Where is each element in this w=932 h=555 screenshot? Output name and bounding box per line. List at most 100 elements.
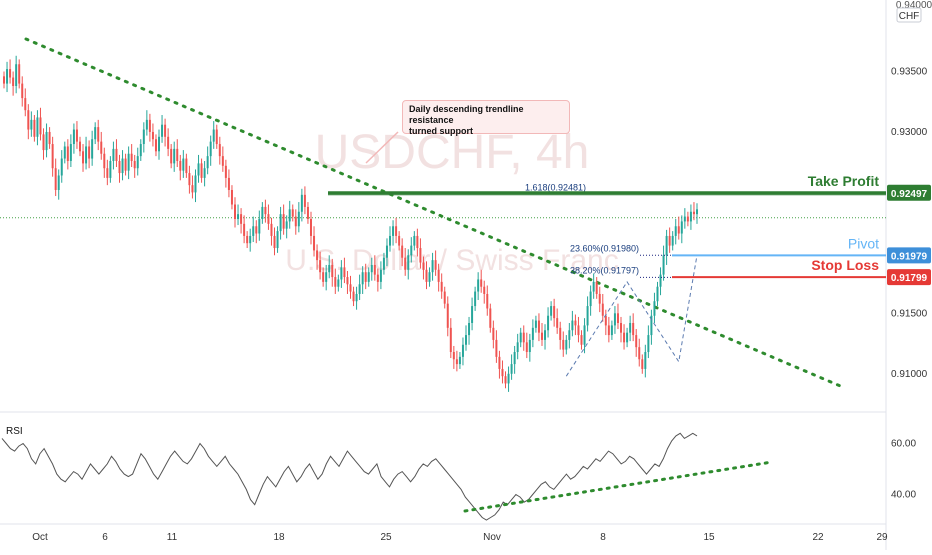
candle-body: [328, 264, 331, 273]
level-label: Pivot: [848, 235, 879, 251]
candle-body: [413, 235, 416, 246]
candle-body: [519, 332, 522, 343]
candle-body: [471, 306, 474, 323]
candle-body: [407, 255, 410, 270]
candle-body: [379, 269, 382, 282]
time-tick-label: 22: [812, 532, 824, 543]
candle-body: [252, 226, 255, 236]
candle-body: [385, 245, 388, 258]
candle-body: [696, 209, 698, 215]
candle-body: [346, 277, 349, 285]
level-price-text: 0.91799: [891, 273, 928, 284]
candle-body: [36, 117, 39, 137]
candle-body: [48, 131, 51, 145]
candle-body: [176, 148, 179, 161]
candle-body: [352, 291, 355, 302]
price-levels: Take Profit 0.92497 Pivot 0.91979 Stop Loss 0…: [328, 173, 931, 286]
candle-body: [562, 339, 565, 350]
candle-body: [255, 226, 258, 234]
candle-body: [209, 141, 212, 157]
top-price-partial: 0.94000: [896, 0, 932, 11]
candle-body: [197, 163, 200, 176]
candle-body: [522, 332, 525, 343]
candle-body: [547, 315, 550, 331]
time-tick-label: 15: [703, 532, 715, 543]
candle-body: [230, 189, 233, 205]
candle-body: [127, 153, 130, 171]
candle-body: [468, 322, 471, 336]
candle-body: [586, 306, 589, 326]
time-tick-label: Nov: [483, 532, 501, 543]
candle-body: [100, 141, 103, 154]
candle-body: [665, 235, 668, 256]
candle-body: [443, 291, 446, 304]
candle-body: [410, 245, 413, 256]
candle-body: [42, 134, 45, 151]
candle-body: [571, 320, 574, 331]
candle-body: [85, 146, 88, 164]
candle-body: [75, 129, 78, 142]
candle-body: [544, 330, 547, 340]
candle-body: [492, 327, 495, 340]
candle-body: [501, 368, 504, 377]
candle-body: [483, 286, 486, 294]
candle-body: [124, 158, 127, 171]
candle-body: [297, 211, 300, 227]
candle-body: [574, 320, 577, 326]
candle-body: [337, 279, 340, 287]
time-tick-label: 11: [167, 532, 178, 543]
candle-body: [54, 168, 57, 190]
candle-body: [136, 156, 139, 169]
candle-body: [510, 364, 513, 374]
candle-body: [273, 235, 276, 249]
candle-body: [635, 335, 638, 348]
candle-body: [179, 160, 182, 171]
rsi-label: RSI: [6, 426, 23, 437]
candle-body: [498, 356, 501, 369]
fib-leg: [565, 255, 698, 377]
currency-badge: [896, 7, 922, 23]
time-tick-label: 18: [273, 532, 285, 543]
candle-body: [692, 211, 695, 215]
candle-body: [300, 194, 303, 212]
candle-body: [595, 281, 598, 294]
candle-body: [428, 272, 431, 282]
candle-body: [267, 214, 270, 224]
candle-body: [227, 177, 230, 190]
candle-body: [647, 335, 650, 353]
candle-body: [288, 209, 291, 222]
candle-body: [598, 293, 601, 304]
candle-body: [88, 146, 91, 159]
candle-body: [106, 168, 109, 178]
candle-body: [480, 279, 483, 287]
candle-body: [382, 257, 385, 270]
candle-body: [309, 219, 312, 236]
candle-body: [142, 129, 145, 145]
candle-body: [601, 303, 604, 316]
annotation-pointer: [365, 131, 399, 164]
candle-body: [109, 160, 112, 178]
candle-body: [398, 235, 401, 246]
price-tick-label: 0.91000: [891, 369, 928, 380]
candle-body: [553, 306, 556, 319]
candle-body: [279, 214, 282, 232]
candle-body: [404, 257, 407, 270]
candle-body: [392, 226, 395, 236]
candle-body: [446, 303, 449, 328]
candle-body: [465, 335, 467, 345]
candle-body: [3, 76, 5, 84]
candlestick-series: [3, 55, 698, 392]
level-price-badge: [887, 184, 931, 201]
candle-body: [626, 332, 629, 343]
candle-body: [63, 146, 66, 159]
rsi-tick-label: 40.00: [891, 490, 916, 501]
level-label: Stop Loss: [811, 257, 879, 273]
candle-body: [401, 245, 404, 258]
candle-body: [306, 206, 309, 220]
candle-body: [240, 214, 243, 224]
candle-body: [154, 139, 157, 152]
candle-body: [620, 322, 623, 333]
candle-body: [580, 335, 583, 345]
candle-body: [389, 235, 392, 246]
candle-body: [30, 119, 33, 130]
